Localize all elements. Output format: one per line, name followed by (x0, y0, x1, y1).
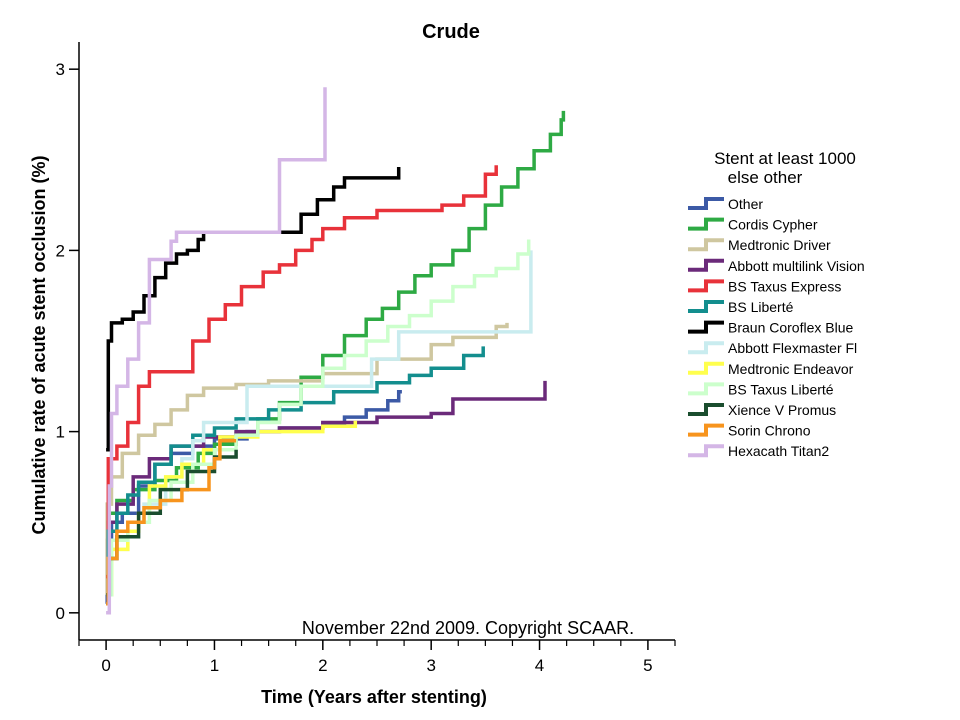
legend-items: Other Cordis Cypher Medtronic Driver Abbott… (688, 196, 865, 459)
legend-swatch (688, 279, 724, 293)
series-line-medtronic-driver (105, 322, 509, 597)
legend-swatch (688, 341, 724, 355)
legend-item: Sorin Chrono (688, 423, 811, 439)
series-line-braun-coroflex-blue (106, 167, 401, 452)
legend: Stent at least 1000 else other Other Cord… (688, 149, 865, 459)
legend-label: Braun Coroflex Blue (728, 320, 854, 336)
series-line-cordis-cypher (106, 110, 566, 597)
legend-swatch (688, 444, 724, 458)
legend-label: Hexacath Titan2 (728, 443, 829, 459)
legend-swatch (688, 320, 724, 334)
legend-item: Abbott Flexmaster Fl (688, 340, 857, 356)
legend-item: Medtronic Endeavor (688, 361, 854, 377)
legend-swatch (688, 197, 724, 210)
y-tick-label: 1 (56, 423, 65, 442)
legend-item: BS Taxus Liberté (688, 381, 834, 397)
series-line-sorin-chrono (106, 438, 237, 606)
legend-label: Abbott multilink Vision (728, 258, 865, 274)
legend-label: Abbott Flexmaster Fl (728, 340, 857, 356)
legend-swatch (688, 361, 724, 375)
legend-item: Xience V Promus (688, 402, 836, 418)
x-tick-label: 0 (101, 656, 110, 675)
legend-swatch (688, 300, 724, 313)
legend-label: Medtronic Endeavor (728, 361, 854, 377)
legend-swatch (688, 403, 724, 416)
y-tick-label: 2 (56, 241, 65, 260)
x-tick-label: 2 (318, 656, 327, 675)
legend-title-line-2: else other (728, 168, 803, 187)
legend-label: Medtronic Driver (728, 237, 831, 253)
series-line-other (105, 389, 402, 606)
legend-item: Cordis Cypher (688, 217, 818, 233)
y-tick-label: 0 (56, 604, 65, 623)
y-axis: 0 1 2 3 (56, 42, 80, 640)
legend-label: Sorin Chrono (728, 423, 811, 439)
legend-item: BS Liberté (688, 299, 794, 315)
plot-area (105, 87, 566, 615)
x-axis-label: Time (Years after stenting) (261, 687, 487, 707)
x-tick-label: 5 (643, 656, 652, 675)
x-tick-label: 4 (535, 656, 544, 675)
legend-swatch (688, 217, 724, 231)
legend-label: BS Liberté (728, 299, 794, 315)
legend-swatch (688, 258, 724, 272)
x-tick-label: 1 (210, 656, 219, 675)
legend-swatch (688, 238, 724, 252)
legend-item: Medtronic Driver (688, 237, 831, 253)
legend-item: Other (688, 196, 763, 212)
legend-item: Abbott multilink Vision (688, 258, 865, 274)
legend-item: Braun Coroflex Blue (688, 320, 854, 336)
series-line-bs-taxus-express (106, 165, 498, 579)
x-axis: 0 1 2 3 4 5 (78, 639, 676, 675)
legend-title-line-1: Stent at least 1000 (714, 149, 856, 168)
legend-swatch (688, 382, 724, 396)
copyright-annotation: November 22nd 2009. Copyright SCAAR. (302, 618, 634, 638)
y-axis-label: Cumulative rate of acute stent occlusion… (29, 155, 49, 534)
legend-label: Xience V Promus (728, 402, 836, 418)
x-tick-label: 3 (426, 656, 435, 675)
series-line-hexacath-titan2 (106, 87, 327, 615)
series-line-xience-v-promus (106, 449, 238, 597)
legend-swatch (688, 423, 724, 437)
legend-item: BS Taxus Express (688, 278, 841, 294)
legend-label: Other (728, 196, 763, 212)
series-line-bs-libert- (106, 346, 485, 597)
legend-label: BS Taxus Liberté (728, 381, 834, 397)
legend-label: BS Taxus Express (728, 278, 841, 294)
legend-item: Hexacath Titan2 (688, 443, 829, 459)
y-tick-label: 3 (56, 60, 65, 79)
legend-label: Cordis Cypher (728, 217, 818, 233)
chart-title: Crude (422, 21, 480, 43)
